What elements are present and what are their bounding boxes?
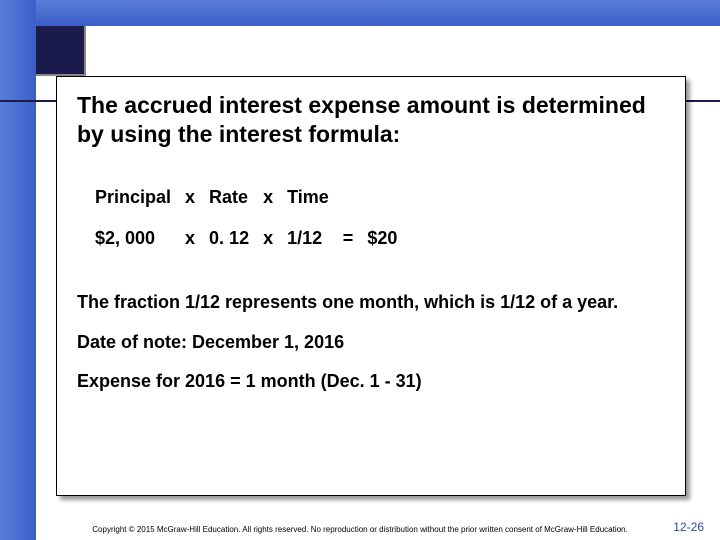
explanation-text: The fraction 1/12 represents one month, … — [77, 291, 665, 314]
formula-cell: $2, 000 — [95, 228, 185, 269]
top-blue-band — [0, 0, 720, 26]
formula-cell — [367, 187, 411, 228]
date-of-note: Date of note: December 1, 2016 — [77, 332, 665, 353]
formula-values-row: $2, 000 x 0. 12 x 1/12 = $20 — [95, 228, 411, 269]
formula-cell: Principal — [95, 187, 185, 228]
left-blue-band — [0, 0, 36, 540]
formula-cell: x — [185, 187, 209, 228]
formula-cell: Rate — [209, 187, 263, 228]
formula-cell: = — [343, 228, 368, 269]
slide-title: The accrued interest expense amount is d… — [77, 91, 665, 149]
formula-cell: x — [263, 228, 287, 269]
formula-header-row: Principal x Rate x Time — [95, 187, 411, 228]
formula-cell: Time — [287, 187, 343, 228]
copyright-footer: Copyright © 2015 McGraw-Hill Education. … — [0, 525, 720, 534]
corner-square — [36, 26, 86, 76]
expense-line: Expense for 2016 = 1 month (Dec. 1 - 31) — [77, 371, 665, 392]
formula-cell: $20 — [367, 228, 411, 269]
formula-cell — [343, 187, 368, 228]
formula-cell: 0. 12 — [209, 228, 263, 269]
page-number: 12-26 — [673, 520, 704, 534]
formula-table: Principal x Rate x Time $2, 000 x 0. 12 … — [95, 187, 411, 269]
content-panel: The accrued interest expense amount is d… — [56, 76, 686, 496]
formula-cell: x — [185, 228, 209, 269]
formula-cell: x — [263, 187, 287, 228]
formula-cell: 1/12 — [287, 228, 343, 269]
